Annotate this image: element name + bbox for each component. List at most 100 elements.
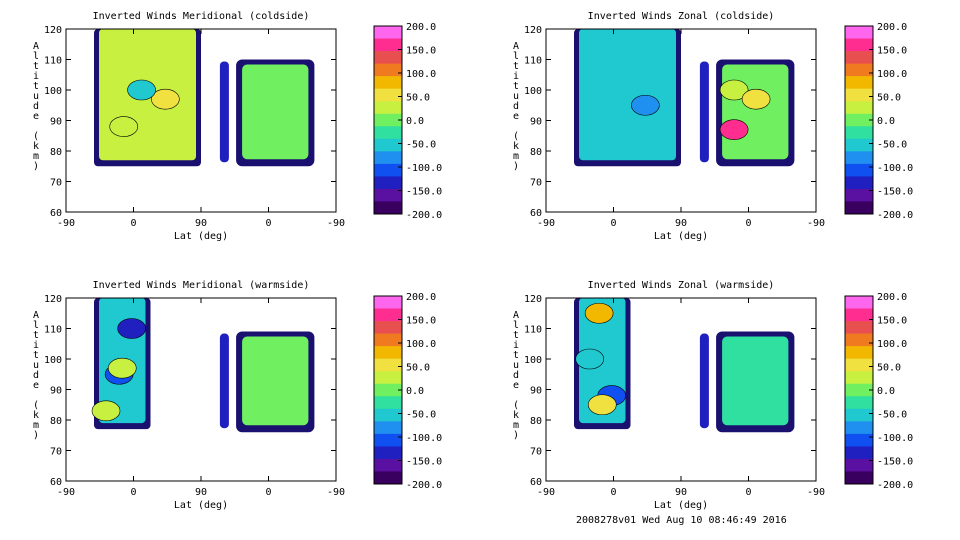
- colorbar-swatch: [374, 176, 402, 190]
- x-tick-label: 0: [265, 487, 271, 498]
- x-tick-label: -90: [57, 487, 75, 498]
- y-tick-label: 110: [524, 56, 542, 67]
- colorbar-swatch: [845, 346, 873, 360]
- colorbar-label: 150.0: [406, 316, 436, 327]
- colorbar-swatch: [374, 321, 402, 335]
- region-edge-strip: [219, 333, 229, 429]
- colorbar-swatch: [374, 163, 402, 177]
- y-tick-label: 70: [50, 447, 62, 458]
- x-axis-label: Lat (deg): [654, 231, 708, 242]
- panel-1: Inverted Winds Meridional (coldside) 60 70…: [33, 11, 442, 242]
- wind-feature: [631, 94, 660, 116]
- colorbar-label: 150.0: [406, 46, 436, 57]
- colorbar-swatch: [845, 421, 873, 435]
- x-tick-label: -90: [57, 218, 75, 229]
- footer-timestamp: 2008278v01 Wed Aug 10 08:46:49 2016: [576, 515, 787, 526]
- panel-title: Inverted Winds Meridional (coldside): [93, 11, 310, 22]
- colorbar-swatch: [374, 296, 402, 310]
- colorbar-swatch: [374, 26, 402, 40]
- wind-feature: [719, 119, 749, 140]
- region-right: [722, 64, 789, 160]
- x-tick-label: -90: [537, 218, 555, 229]
- colorbar-swatch: [845, 88, 873, 102]
- region-left: [579, 29, 676, 161]
- x-axis-label: Lat (deg): [174, 231, 228, 242]
- colorbar-swatch: [374, 126, 402, 140]
- colorbar-label: 50.0: [877, 93, 901, 104]
- colorbar-swatch: [374, 151, 402, 165]
- panel-title: Inverted Winds Meridional (warmside): [93, 280, 310, 291]
- colorbar: 200.0 150.0 100.0 50.0 0.0 -50.0 -100.0 -150.0 -…: [373, 22, 442, 221]
- colorbar-swatch: [845, 101, 873, 115]
- colorbar-swatch: [374, 408, 402, 422]
- colorbar-label: -150.0: [877, 457, 913, 468]
- colorbar-swatch: [845, 296, 873, 310]
- colorbar-swatch: [845, 358, 873, 372]
- colorbar-swatch: [845, 51, 873, 65]
- panel-4: Inverted Winds Zonal (warmside) 60 70 80 90 1…: [513, 280, 913, 511]
- colorbar-swatch: [845, 371, 873, 385]
- colorbar-swatch: [374, 63, 402, 77]
- y-tick-label: 60: [530, 477, 542, 488]
- x-tick-label: -90: [807, 218, 825, 229]
- colorbar-swatch: [374, 308, 402, 322]
- x-tick-label: 90: [195, 487, 207, 498]
- colorbar-label: 0.0: [406, 386, 424, 397]
- y-tick-label: 110: [44, 325, 62, 336]
- colorbar-swatch: [374, 113, 402, 127]
- colorbar-label: -50.0: [877, 410, 907, 421]
- colorbar-swatch: [374, 138, 402, 152]
- x-tick-label: 0: [745, 487, 751, 498]
- y-tick-label: 120: [44, 294, 62, 305]
- colorbar-swatch: [845, 396, 873, 410]
- colorbar-swatch: [374, 433, 402, 447]
- colorbar: 200.0 150.0 100.0 50.0 0.0 -50.0 -100.0 -150.0 -…: [373, 292, 442, 491]
- colorbar-swatch: [845, 308, 873, 322]
- colorbar-label: 150.0: [877, 316, 907, 327]
- colorbar-swatch: [845, 321, 873, 335]
- colorbar-swatch: [374, 188, 402, 202]
- panel-title: Inverted Winds Zonal (warmside): [588, 280, 775, 291]
- colorbar-label: 0.0: [877, 386, 895, 397]
- colorbar-label: -100.0: [877, 163, 913, 174]
- y-tick-label: 80: [50, 416, 62, 427]
- y-tick-label: 60: [50, 477, 62, 488]
- y-tick-label: 110: [44, 56, 62, 67]
- colorbar-label: 100.0: [877, 69, 907, 80]
- colorbar-label: -200.0: [406, 210, 442, 221]
- colorbar-swatch: [845, 458, 873, 472]
- colorbar-label: 100.0: [877, 339, 907, 350]
- colorbar-swatch: [845, 151, 873, 165]
- colorbar-label: 0.0: [877, 116, 895, 127]
- x-tick-label: 0: [130, 218, 136, 229]
- colorbar-swatch: [845, 63, 873, 77]
- colorbar-swatch: [845, 188, 873, 202]
- x-axis-label: Lat (deg): [174, 500, 228, 511]
- colorbar-swatch: [845, 471, 873, 485]
- wind-feature: [151, 88, 180, 110]
- wind-feature: [575, 348, 604, 370]
- colorbar-label: 100.0: [406, 69, 436, 80]
- colorbar-label: -200.0: [406, 480, 442, 491]
- region-right: [242, 336, 309, 426]
- colorbar-swatch: [845, 333, 873, 347]
- region-edge-strip: [699, 333, 709, 429]
- colorbar-label: -100.0: [406, 433, 442, 444]
- colorbar-swatch: [845, 408, 873, 422]
- colorbar-label: -150.0: [406, 457, 442, 468]
- colorbar-swatch: [845, 26, 873, 40]
- colorbar-label: -50.0: [406, 140, 436, 151]
- colorbar-swatch: [845, 201, 873, 215]
- y-tick-label: 60: [50, 208, 62, 219]
- y-tick-label: 120: [524, 294, 542, 305]
- y-tick-label: 120: [524, 25, 542, 36]
- wind-feature: [91, 400, 121, 422]
- wind-feature: [109, 116, 139, 137]
- colorbar-swatch: [374, 101, 402, 115]
- colorbar-label: 50.0: [877, 363, 901, 374]
- panel-2: Inverted Winds Zonal (coldside) 60 70 80 90 1…: [513, 11, 913, 242]
- region-right: [722, 336, 789, 426]
- panel-3: Inverted Winds Meridional (warmside) 60 70…: [33, 280, 442, 511]
- x-tick-label: -90: [807, 487, 825, 498]
